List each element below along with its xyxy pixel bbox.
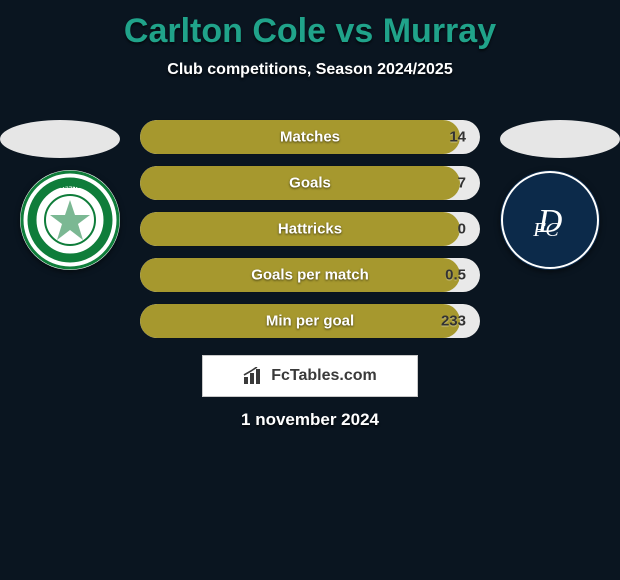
page-title: Carlton Cole vs Murray [0,0,620,51]
stat-right-value: 14 [449,129,466,146]
celtic-badge-icon: CELTIC [20,170,120,270]
stat-right-value: 0 [458,221,466,238]
stat-bar: Matches 14 [140,120,480,154]
club-badge-right: D FC [500,170,600,270]
stat-label: Matches [280,129,340,146]
stat-bar: Goals 7 [140,166,480,200]
player-left-ellipse [0,120,120,158]
stat-label: Hattricks [278,221,342,238]
svg-text:CELTIC: CELTIC [59,184,81,190]
svg-text:FC: FC [532,219,559,241]
bar-chart-icon [243,367,265,385]
stat-bar: Hattricks 0 [140,212,480,246]
stat-bar: Min per goal 233 [140,304,480,338]
stat-label: Min per goal [266,313,354,330]
date-label: 1 november 2024 [0,410,620,430]
dundee-badge-icon: D FC [500,170,600,270]
brand-box[interactable]: FcTables.com [202,355,418,397]
club-badge-left: CELTIC [20,170,120,270]
stat-label: Goals [289,175,331,192]
stat-right-value: 7 [458,175,466,192]
stat-bar: Goals per match 0.5 [140,258,480,292]
stat-label: Goals per match [251,267,369,284]
stat-right-value: 233 [441,313,466,330]
subtitle: Club competitions, Season 2024/2025 [0,61,620,79]
brand-label: FcTables.com [271,367,377,385]
stats-container: Matches 14 Goals 7 Hattricks 0 Goals per match… [140,120,480,350]
stat-right-value: 0.5 [445,267,466,284]
player-right-ellipse [500,120,620,158]
